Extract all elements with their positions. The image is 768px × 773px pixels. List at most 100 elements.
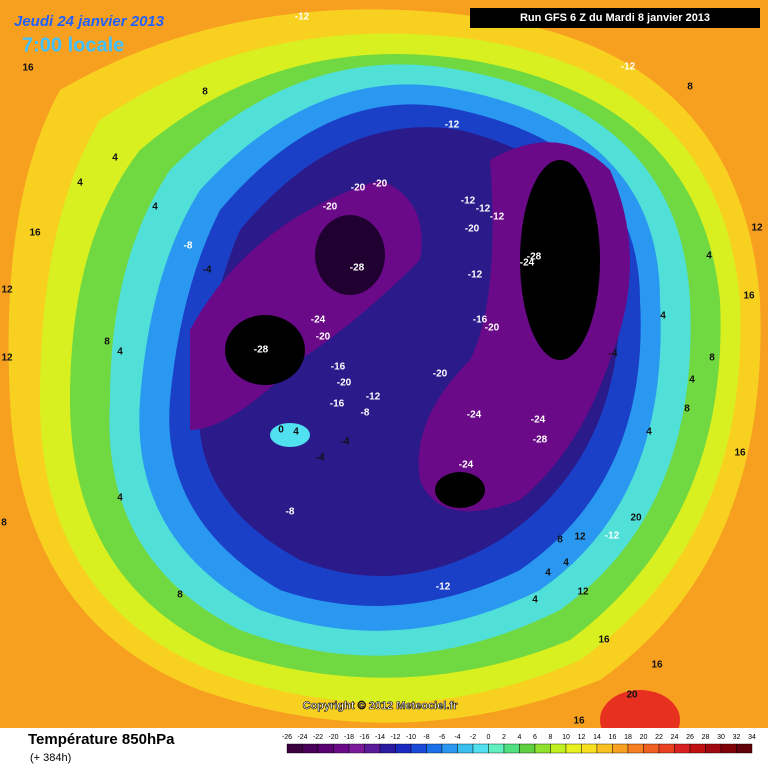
scale-label: 6 (533, 734, 537, 741)
scale-swatch (519, 743, 536, 754)
temperature-field (0, 0, 768, 750)
contour-label: -20 (433, 369, 448, 380)
contour-label: 16 (651, 660, 663, 671)
scale-swatch (503, 743, 520, 754)
contour-label: 4 (706, 251, 712, 262)
color-scale: -26 -24 -22 -20 -18 -16 -14 -12 -10 -8 -6 -4 -2 0 2 4 6 8… (282, 734, 756, 754)
contour-label: 4 (660, 311, 666, 322)
run-box (470, 8, 760, 28)
scale-label: 16 (609, 734, 617, 741)
contour-label: -28 (350, 263, 365, 274)
contour-label: -4 (203, 265, 212, 276)
scale-swatch (317, 743, 334, 754)
contour-label: -24 (467, 410, 482, 421)
contour-label: -16 (330, 399, 345, 410)
contour-label: 8 (687, 82, 693, 93)
scale-label: -26 (282, 734, 292, 741)
contour-label: 16 (22, 63, 34, 74)
contour-label: 4 (112, 153, 118, 164)
contour-label: 8 (557, 535, 563, 546)
scale-label: -4 (454, 734, 460, 741)
contour-label: -12 (436, 582, 451, 593)
contour-label: 4 (117, 493, 123, 504)
contour-label: -12 (366, 392, 381, 403)
scale-swatch (472, 743, 489, 754)
run: Run GFS 6 Z du Mardi 8 janvier 2013 (520, 12, 710, 24)
scale-label: -6 (439, 734, 445, 741)
scale-label: -12 (390, 734, 400, 741)
contour-label: 12 (574, 532, 586, 543)
contour-label: -28 (527, 252, 542, 263)
contour-label: 20 (630, 513, 642, 524)
variable: Température 850hPa (28, 731, 175, 748)
scale-label: 2 (502, 734, 506, 741)
scale-swatch (643, 743, 660, 754)
scale-label: 34 (748, 734, 756, 741)
scale-label: -18 (344, 734, 354, 741)
contour-label: -8 (361, 408, 370, 419)
scale-swatch (720, 743, 737, 754)
contour-label: -12 (468, 270, 483, 281)
contour-label: 16 (573, 716, 585, 727)
contour-label: -12 (605, 531, 620, 542)
contour-label: -20 (373, 179, 388, 190)
time: 7:00 locale (22, 34, 124, 56)
scale-label: 10 (562, 734, 570, 741)
scale-label: 20 (640, 734, 648, 741)
contour-label: 4 (563, 558, 569, 569)
copyright: Copyright © 2012 Meteociel.fr (303, 700, 459, 712)
scale-label: -16 (359, 734, 369, 741)
scale-label: -24 (297, 734, 307, 741)
scale-swatch (426, 743, 443, 754)
contour-label: 16 (598, 635, 610, 646)
scale-swatch (395, 743, 412, 754)
scale-label: -20 (328, 734, 338, 741)
scale-swatch (457, 743, 474, 754)
scale-swatch (596, 743, 613, 754)
contour-label: -4 (341, 437, 350, 448)
scale-label: 28 (702, 734, 710, 741)
contour-label: -12 (490, 212, 505, 223)
contour-label: 4 (646, 427, 652, 438)
contour-label: 8 (1, 518, 7, 529)
scale-label: 22 (655, 734, 663, 741)
contour-label: -8 (184, 241, 193, 252)
contour-label: -16 (473, 315, 488, 326)
scale-swatch (286, 743, 303, 754)
scale-swatch (302, 743, 319, 754)
contour-label: 8 (177, 590, 183, 601)
contour-label: -8 (286, 507, 295, 518)
contour-label: -20 (316, 332, 331, 343)
scale-label: 30 (717, 734, 725, 741)
contour-label: -20 (351, 183, 366, 194)
scale-swatch (441, 743, 458, 754)
contour-label: -28 (254, 345, 269, 356)
contour-label: 8 (202, 87, 208, 98)
lead-time: (+ 384h) (30, 752, 71, 764)
scale-label: -10 (406, 734, 416, 741)
contour-label: 12 (577, 587, 589, 598)
contour-label: 4 (532, 595, 538, 606)
contour-label: -24 (311, 315, 326, 326)
contour-label: -20 (337, 378, 352, 389)
contour-label: -24 (459, 460, 474, 471)
contour-label: -20 (465, 224, 480, 235)
scale-label: 24 (671, 734, 679, 741)
contour-label: -28 (533, 435, 548, 446)
contour-label: -12 (295, 12, 310, 23)
scale-label: 26 (686, 734, 694, 741)
contour-label: 12 (1, 285, 13, 296)
date: Jeudi 24 janvier 2013 (14, 13, 165, 30)
contour-label: -4 (609, 349, 618, 360)
scale-label: -8 (423, 734, 429, 741)
contour-label: -12 (476, 204, 491, 215)
contour-label: -12 (621, 62, 636, 73)
scale-swatch (689, 743, 706, 754)
scale-label: -14 (375, 734, 385, 741)
scale-swatch (333, 743, 350, 754)
contour-label: -12 (445, 120, 460, 131)
contour-label: 8 (709, 353, 715, 364)
scale-label: -22 (313, 734, 323, 741)
